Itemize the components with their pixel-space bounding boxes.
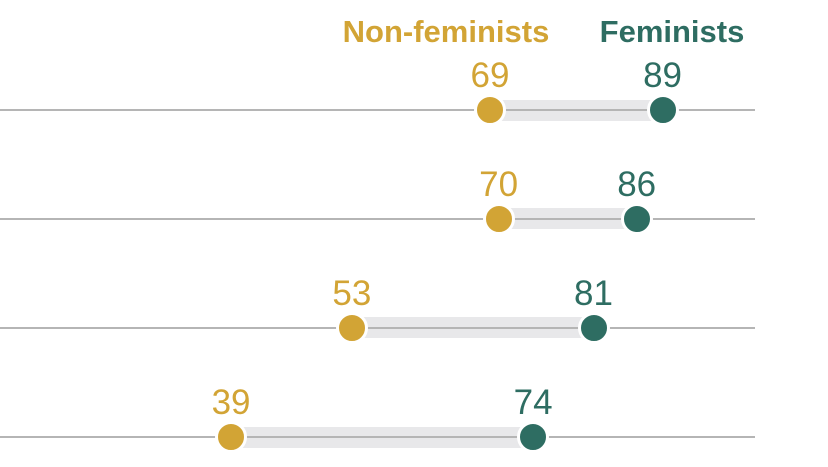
- row-gridline: [0, 109, 755, 111]
- feminist-value-label: 86: [617, 164, 657, 204]
- nonfeminist-dot: [473, 94, 506, 126]
- nonfeminist-value-label: 53: [332, 273, 372, 313]
- nonfeminist-value-label: 39: [211, 383, 251, 422]
- nonfeminist-dot: [335, 311, 368, 344]
- nonfeminist-value-label: 70: [479, 164, 519, 204]
- nonfeminist-dot: [215, 421, 248, 453]
- feminist-dot: [620, 202, 653, 235]
- nonfeminist-dot: [482, 202, 515, 235]
- nonfeminist-value-label: 69: [470, 56, 510, 95]
- row-gridline: [0, 326, 755, 329]
- feminist-value-label: 74: [513, 383, 553, 422]
- legend-feminists-label: Feminists: [599, 14, 745, 49]
- feminist-value-label: 89: [643, 56, 683, 95]
- feminist-value-label: 81: [574, 273, 613, 313]
- row-gridline: [0, 436, 755, 438]
- feminist-dot: [646, 94, 679, 126]
- feminist-dot: [517, 421, 550, 453]
- row-gridline: [0, 217, 755, 220]
- feminist-dot: [577, 311, 610, 344]
- legend-nonfeminists-label: Non-feminists: [342, 14, 550, 49]
